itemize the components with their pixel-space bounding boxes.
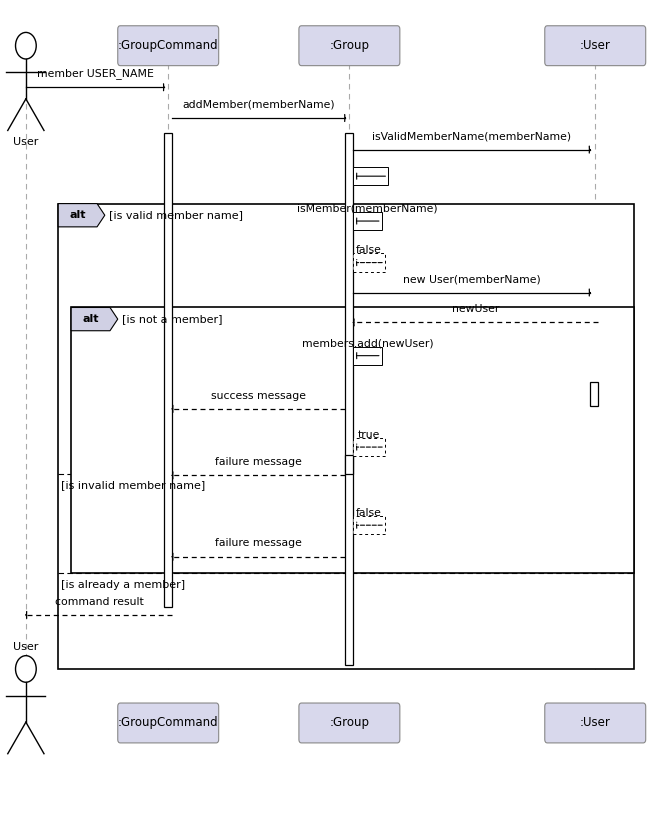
Text: new User(memberName): new User(memberName) bbox=[403, 274, 540, 284]
Text: isValidMemberName(memberName): isValidMemberName(memberName) bbox=[372, 131, 571, 141]
Text: :User: :User bbox=[580, 39, 611, 52]
Text: :Group: :Group bbox=[329, 716, 369, 730]
Text: true: true bbox=[358, 430, 380, 440]
FancyBboxPatch shape bbox=[545, 703, 646, 743]
Text: false: false bbox=[356, 245, 382, 255]
Text: members.add(newUser): members.add(newUser) bbox=[302, 338, 433, 348]
Polygon shape bbox=[58, 204, 105, 227]
FancyBboxPatch shape bbox=[299, 703, 400, 743]
FancyBboxPatch shape bbox=[299, 26, 400, 66]
Text: success message: success message bbox=[212, 391, 306, 401]
Text: [is invalid member name]: [is invalid member name] bbox=[61, 480, 206, 490]
Bar bbox=[71, 307, 634, 573]
Text: User: User bbox=[13, 137, 39, 147]
Text: false: false bbox=[356, 508, 382, 518]
Text: failure message: failure message bbox=[215, 538, 302, 548]
Text: member USER_NAME: member USER_NAME bbox=[37, 68, 153, 79]
Text: addMember(memberName): addMember(memberName) bbox=[182, 100, 335, 110]
Text: :GroupCommand: :GroupCommand bbox=[118, 39, 219, 52]
Bar bbox=[590, 382, 598, 406]
Text: [is valid member name]: [is valid member name] bbox=[109, 210, 243, 220]
Text: :Group: :Group bbox=[329, 39, 369, 52]
Text: User: User bbox=[13, 642, 39, 652]
Text: isMember(memberName): isMember(memberName) bbox=[297, 204, 438, 214]
Circle shape bbox=[16, 656, 36, 682]
Bar bbox=[353, 347, 382, 365]
Text: :GroupCommand: :GroupCommand bbox=[118, 716, 219, 730]
Bar bbox=[58, 204, 634, 669]
FancyBboxPatch shape bbox=[118, 26, 219, 66]
Bar bbox=[353, 212, 382, 230]
Circle shape bbox=[16, 32, 36, 59]
Bar bbox=[353, 253, 385, 272]
FancyBboxPatch shape bbox=[545, 26, 646, 66]
Text: alt: alt bbox=[69, 210, 86, 220]
Bar bbox=[345, 455, 353, 474]
Bar bbox=[353, 516, 385, 534]
Text: failure message: failure message bbox=[215, 457, 302, 467]
Text: alt: alt bbox=[82, 314, 99, 324]
FancyBboxPatch shape bbox=[118, 703, 219, 743]
Bar bbox=[353, 438, 385, 456]
Text: command result: command result bbox=[54, 597, 144, 607]
Text: [is not a member]: [is not a member] bbox=[122, 314, 222, 324]
Bar bbox=[345, 133, 353, 665]
Text: :User: :User bbox=[580, 716, 611, 730]
Bar bbox=[164, 133, 172, 607]
Polygon shape bbox=[71, 307, 118, 331]
Text: newUser: newUser bbox=[452, 304, 499, 314]
Bar bbox=[353, 167, 388, 185]
Text: [is already a member]: [is already a member] bbox=[61, 580, 186, 590]
